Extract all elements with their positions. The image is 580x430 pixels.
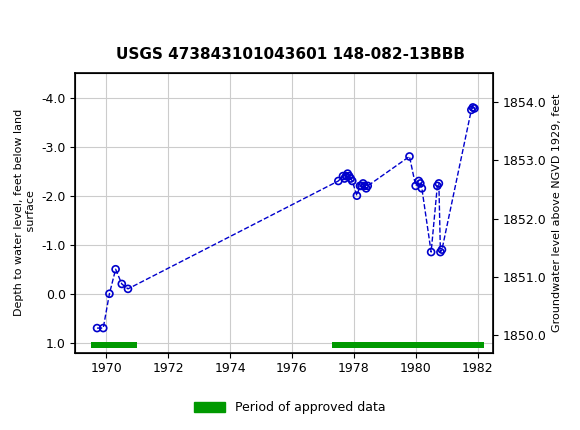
Point <box>338 172 347 179</box>
Point <box>105 290 114 297</box>
Point <box>414 178 423 184</box>
Point <box>352 192 361 199</box>
Bar <box>332 342 484 348</box>
Point <box>99 325 108 332</box>
Point <box>411 182 420 189</box>
Point <box>434 180 444 187</box>
Point <box>340 175 349 182</box>
Point <box>92 325 101 332</box>
Text: ≡USGS: ≡USGS <box>12 16 70 35</box>
Point <box>124 286 133 292</box>
Point <box>347 178 357 184</box>
Bar <box>91 342 137 348</box>
Point <box>111 266 120 273</box>
Point <box>117 280 126 287</box>
Legend: Period of approved data: Period of approved data <box>189 396 391 419</box>
Point <box>356 182 365 189</box>
Point <box>416 180 425 187</box>
Point <box>467 107 476 114</box>
Text: USGS 473843101043601 148-082-13BBB: USGS 473843101043601 148-082-13BBB <box>115 47 465 62</box>
Y-axis label: Depth to water level, feet below land
 surface: Depth to water level, feet below land su… <box>14 109 36 316</box>
Point <box>470 105 479 112</box>
Point <box>361 185 371 192</box>
Point <box>334 178 343 184</box>
Point <box>417 185 426 192</box>
Point <box>345 172 354 179</box>
Point <box>360 182 369 189</box>
Point <box>346 175 356 182</box>
Point <box>433 182 442 189</box>
Point <box>357 182 366 189</box>
Point <box>363 182 372 189</box>
Point <box>468 104 477 111</box>
Point <box>358 180 368 187</box>
Point <box>436 249 445 255</box>
Point <box>405 153 414 160</box>
Point <box>342 172 351 179</box>
Point <box>343 170 352 177</box>
Point <box>426 249 436 255</box>
Point <box>437 246 447 253</box>
Y-axis label: Groundwater level above NGVD 1929, feet: Groundwater level above NGVD 1929, feet <box>552 94 562 332</box>
